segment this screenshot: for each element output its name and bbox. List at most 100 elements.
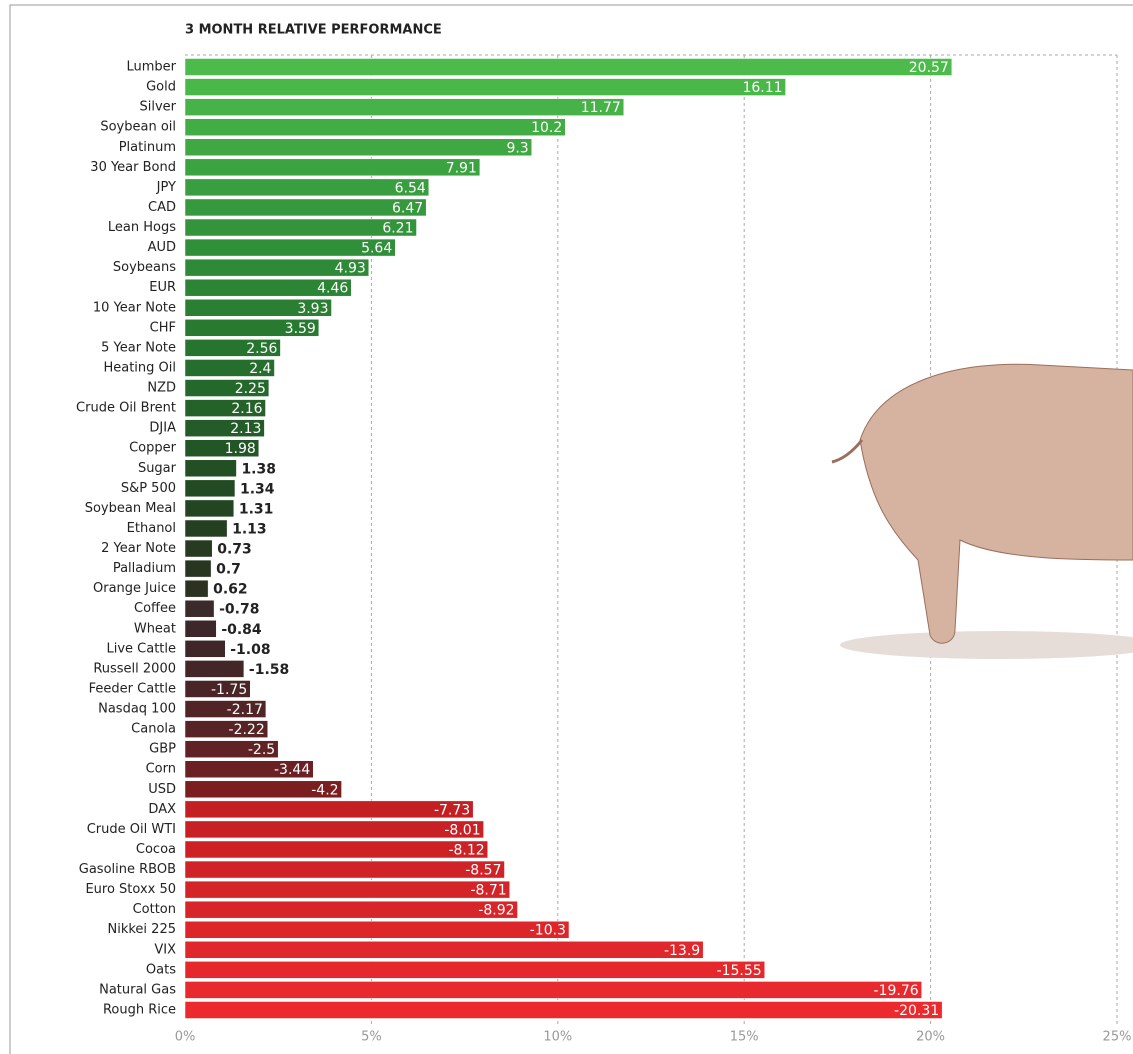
bar (184, 1001, 943, 1019)
category-label: Nasdaq 100 (98, 702, 176, 717)
value-label: 2.13 (230, 421, 261, 437)
category-label: Lumber (126, 60, 176, 75)
category-label: Sugar (138, 461, 177, 476)
category-label: Silver (139, 100, 176, 115)
x-tick-label: 5% (361, 1030, 382, 1045)
bar (184, 138, 532, 157)
bar (184, 258, 370, 277)
category-label: Orange Juice (93, 581, 176, 596)
bar (184, 118, 566, 136)
category-label: Soybeans (113, 260, 176, 275)
bar (184, 379, 270, 397)
bar (184, 760, 314, 778)
bar (184, 339, 281, 357)
category-label: Gasoline RBOB (79, 862, 176, 877)
value-label: -4.2 (311, 782, 338, 798)
category-label: USD (148, 782, 176, 797)
bar (184, 800, 474, 819)
value-label: 1.13 (232, 521, 267, 537)
category-label: Live Cattle (106, 641, 176, 656)
category-label: Feeder Cattle (89, 681, 176, 696)
category-label: 10 Year Note (93, 300, 176, 315)
bar (184, 459, 237, 478)
category-label: CAD (148, 200, 176, 215)
category-label: CHF (150, 320, 176, 335)
value-label: 0.62 (213, 582, 248, 598)
category-label: DJIA (149, 421, 176, 436)
bar (184, 640, 226, 658)
category-label: Lean Hogs (108, 220, 176, 235)
value-label: -2.22 (229, 722, 265, 738)
value-label: -13.9 (664, 943, 700, 959)
category-label: 30 Year Bond (90, 160, 176, 175)
value-label: -2.5 (248, 742, 275, 758)
value-label: -19.76 (874, 983, 919, 999)
category-label: AUD (148, 240, 176, 255)
bar (184, 439, 260, 457)
category-label: Crude Oil Brent (76, 401, 176, 416)
value-label: 2.25 (235, 381, 266, 397)
value-label: -8.12 (448, 842, 484, 858)
pig-illustration (831, 363, 1133, 659)
bar (184, 218, 417, 237)
value-label: 6.54 (395, 180, 426, 196)
category-label: Palladium (113, 561, 176, 576)
category-label: Oats (146, 962, 176, 977)
category-label: Wheat (134, 621, 176, 636)
category-label: Euro Stoxx 50 (85, 882, 176, 897)
bar (184, 579, 209, 598)
value-label: 5.64 (361, 241, 392, 257)
category-label: VIX (154, 942, 176, 957)
bar (184, 78, 786, 96)
value-label: 16.11 (742, 80, 782, 96)
value-label: 1.31 (239, 501, 274, 517)
bar (184, 920, 570, 939)
value-label: 6.47 (392, 200, 423, 216)
bar (184, 961, 765, 979)
category-label: NZD (147, 381, 176, 396)
bar (184, 278, 352, 297)
bar (184, 158, 481, 177)
value-label: -2.17 (227, 702, 263, 718)
value-label: -0.84 (221, 622, 262, 638)
value-label: -1.75 (211, 682, 247, 698)
bar (184, 620, 217, 638)
bar (184, 599, 215, 618)
value-label: 3.59 (285, 321, 316, 337)
value-label: 2.16 (231, 401, 262, 417)
value-label: 4.93 (335, 261, 366, 277)
bar (184, 359, 275, 377)
value-label: -10.3 (530, 923, 566, 939)
value-label: -20.31 (894, 1003, 939, 1019)
value-label: -1.58 (249, 662, 289, 678)
value-label: 6.21 (382, 221, 413, 237)
x-tick-label: 0% (175, 1030, 196, 1045)
value-label: 4.46 (317, 281, 348, 297)
bar (184, 419, 265, 437)
category-label: Rough Rice (103, 1003, 176, 1018)
category-label: 5 Year Note (101, 340, 176, 355)
value-label: -7.73 (434, 802, 470, 818)
bar (184, 900, 518, 919)
value-label: -3.44 (274, 762, 310, 778)
category-label: Ethanol (127, 521, 176, 536)
value-label: -1.08 (230, 642, 270, 658)
bar (184, 820, 484, 839)
bar (184, 198, 427, 217)
value-label: 20.57 (909, 60, 949, 76)
category-label: Soybean oil (100, 120, 176, 135)
bar (184, 720, 269, 738)
category-label: Soybean Meal (85, 501, 176, 516)
category-label: Nikkei 225 (108, 922, 177, 937)
value-label: 9.3 (506, 140, 528, 156)
value-label: 0.7 (216, 562, 241, 578)
x-tick-label: 10% (543, 1030, 572, 1045)
value-label: 11.77 (581, 100, 621, 116)
bar (184, 559, 212, 578)
bar (184, 660, 245, 678)
x-tick-label: 20% (916, 1030, 945, 1045)
value-label: -0.78 (219, 602, 259, 618)
bar (184, 499, 235, 518)
